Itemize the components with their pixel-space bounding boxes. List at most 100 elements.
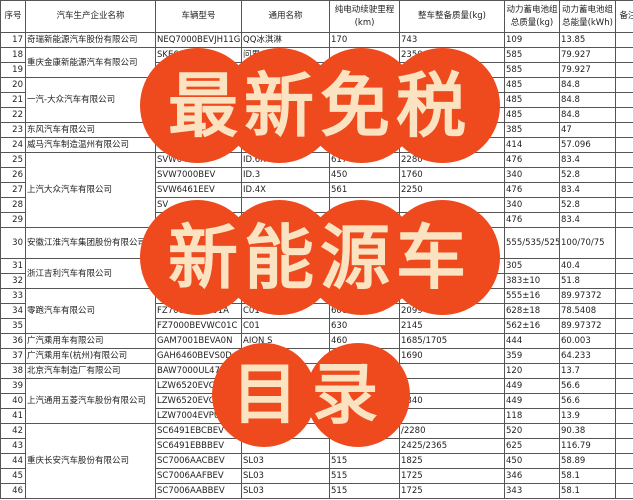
row-number: 18	[0, 47, 26, 63]
curb-weight	[399, 363, 505, 379]
row-number: 30	[0, 227, 26, 259]
remark-cell	[615, 107, 633, 123]
battery-mass: 118	[504, 408, 560, 424]
column-header: 纯电动续驶里程(km)	[329, 0, 400, 33]
row-number: 37	[0, 348, 26, 364]
row-number: 34	[0, 303, 26, 319]
row-number: 31	[0, 258, 26, 274]
column-header: 通用名称	[241, 0, 330, 33]
battery-mass: 449	[504, 393, 560, 409]
row-number: 28	[0, 197, 26, 213]
table-row: 26 SVW7000BEV ID.3 450 1760 340 52.8	[0, 167, 633, 183]
battery-energy: 56.6	[559, 393, 616, 409]
row-number: 27	[0, 182, 26, 198]
row-number: 44	[0, 453, 26, 469]
manufacturer-cell: 奇瑞新能源汽车股份有限公司	[25, 32, 156, 48]
remark-cell	[615, 47, 633, 63]
manufacturer-cell: 零跑汽车有限公司	[25, 288, 156, 334]
remark-cell	[615, 348, 633, 364]
remark-cell	[615, 408, 633, 424]
curb-weight: 1725	[399, 468, 505, 484]
battery-mass: 628±18	[504, 303, 560, 319]
remark-cell	[615, 152, 633, 168]
battery-mass: 383±10	[504, 273, 560, 289]
remark-cell	[615, 453, 633, 469]
row-number: 42	[0, 423, 26, 439]
battery-energy: 100/70/75	[559, 227, 616, 259]
curb-weight	[399, 378, 505, 394]
column-header: 序号	[0, 0, 26, 33]
battery-mass: 343	[504, 483, 560, 499]
row-number: 43	[0, 438, 26, 454]
range-km: 515	[329, 483, 400, 499]
vehicle-model: SVW7000BEV	[155, 167, 242, 183]
vehicle-model: SC7006AABBEV	[155, 483, 242, 499]
vehicle-model: SC7006AACBEV	[155, 453, 242, 469]
battery-mass: 520	[504, 423, 560, 439]
battery-mass: 340	[504, 167, 560, 183]
column-header: 备注	[615, 0, 633, 33]
remark-cell	[615, 77, 633, 93]
remark-cell	[615, 92, 633, 108]
battery-mass: 346	[504, 468, 560, 484]
remark-cell	[615, 182, 633, 198]
column-header: 动力蓄电池组总质量(kg)	[504, 0, 560, 33]
range-km: 515	[329, 453, 400, 469]
column-header: 整车整备质量(kg)	[399, 0, 505, 33]
battery-energy: 84.8	[559, 107, 616, 123]
common-name: QQ冰淇淋	[241, 32, 330, 48]
battery-energy: 58.89	[559, 453, 616, 469]
range-km: 450	[329, 167, 400, 183]
battery-energy: 84.8	[559, 77, 616, 93]
remark-cell	[615, 438, 633, 454]
vehicle-model: SC7006AAFBEV	[155, 468, 242, 484]
remark-cell	[615, 62, 633, 78]
table-row: 27 SVW6461EEV ID.4X 561 2250 476 83.4	[0, 182, 633, 198]
curb-weight: 1725	[399, 483, 505, 499]
table-row: 39 上汽通用五菱汽车股份有限公司 LZW6520EVC7E 449 56.6	[0, 378, 633, 424]
manufacturer-cell: 威马汽车制造温州有限公司	[25, 137, 156, 153]
manufacturer-cell: 一汽-大众汽车有限公司	[25, 77, 156, 123]
table-row: 35 FZ7000BEVWC01C C01 630 2145 562±16 89.97372	[0, 318, 633, 334]
overlay-title-line2: 新能源车	[168, 216, 472, 299]
table-row: 36 广汽乘用车有限公司 GAM7001BEVA0N AION S 460 1685/17…	[0, 333, 633, 349]
manufacturer-cell: 上汽大众汽车有限公司	[25, 152, 156, 228]
battery-energy: 78.5408	[559, 303, 616, 319]
battery-mass: 414	[504, 137, 560, 153]
row-number: 22	[0, 107, 26, 123]
vehicle-model: NEQ7000BEVJH11G	[155, 32, 242, 48]
battery-mass: 476	[504, 212, 560, 228]
overlay-banner-2: 新能源车	[140, 200, 500, 315]
manufacturer-cell: 北京汽车制造厂有限公司	[25, 363, 156, 379]
row-number: 39	[0, 378, 26, 394]
battery-mass: 555±16	[504, 288, 560, 304]
battery-energy: 60.003	[559, 333, 616, 349]
curb-weight: 1685/1705	[399, 333, 505, 349]
remark-cell	[615, 468, 633, 484]
common-name: ID.3	[241, 167, 330, 183]
battery-energy: 83.4	[559, 182, 616, 198]
remark-cell	[615, 32, 633, 48]
battery-energy: 64.233	[559, 348, 616, 364]
battery-mass: 625	[504, 438, 560, 454]
column-header: 汽车生产企业名称	[25, 0, 156, 33]
row-number: 29	[0, 212, 26, 228]
row-number: 25	[0, 152, 26, 168]
remark-cell	[615, 137, 633, 153]
overlay-title-line1: 最新免税	[168, 64, 472, 147]
row-number: 40	[0, 393, 26, 409]
battery-mass: 562±16	[504, 318, 560, 334]
remark-cell	[615, 318, 633, 334]
battery-energy: 52.8	[559, 167, 616, 183]
remark-cell	[615, 393, 633, 409]
battery-energy: 83.4	[559, 152, 616, 168]
vehicle-model: FZ7000BEVWC01C	[155, 318, 242, 334]
row-number: 32	[0, 273, 26, 289]
curb-weight: 2425/2365	[399, 438, 505, 454]
overlay-banner-1: 最新免税	[140, 48, 500, 163]
row-number: 41	[0, 408, 26, 424]
manufacturer-cell: 东风汽车有限公司	[25, 122, 156, 138]
remark-cell	[615, 227, 633, 259]
battery-mass: 585	[504, 62, 560, 78]
common-name: C01	[241, 318, 330, 334]
